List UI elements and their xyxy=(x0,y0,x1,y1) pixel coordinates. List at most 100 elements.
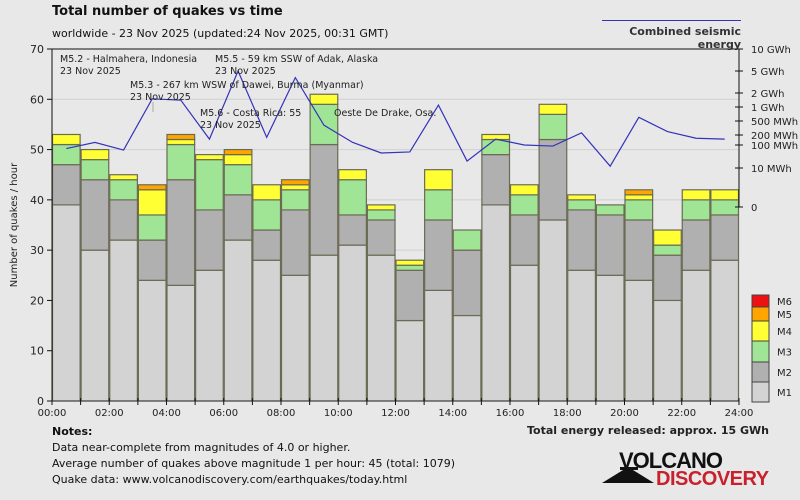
bar-segment-m2 xyxy=(109,199,138,241)
bar-segment-m4 xyxy=(624,194,654,201)
y-tick-label: 50 xyxy=(30,144,44,157)
bar-segment-m5 xyxy=(223,148,253,156)
x-tick-label: 04:00 xyxy=(152,408,181,419)
bar-segment-m1 xyxy=(395,319,425,402)
energy-tick-label: 0 xyxy=(751,203,757,214)
legend-label-m4: M4 xyxy=(777,327,792,338)
annotation-label: Oeste De Drake, Osa. xyxy=(334,108,436,119)
energy-tick-label: 2 GWh xyxy=(751,89,785,100)
chart-subtitle: worldwide - 23 Nov 2025 (updated:24 Nov … xyxy=(52,27,389,40)
energy-tick-label: 10 MWh xyxy=(751,164,792,175)
bar-segment-m5 xyxy=(280,179,310,186)
bar-segment-m2 xyxy=(710,214,740,261)
bar-segment-m4 xyxy=(710,189,740,201)
x-tick-label: 14:00 xyxy=(438,408,467,419)
bar-segment-m3 xyxy=(137,214,167,241)
energy-tick-label: 10 GWh xyxy=(751,45,791,56)
annotation-date: 23 Nov 2025 xyxy=(200,120,261,131)
bar-segment-m3 xyxy=(653,244,682,256)
energy-tick-label: 200 MWh xyxy=(751,131,798,142)
bar-segment-m2 xyxy=(452,249,482,317)
bar-segment-m4 xyxy=(166,138,196,146)
annotation-date: 23 Nov 2025 xyxy=(215,66,276,77)
bar-segment-m4 xyxy=(137,189,167,216)
bar-segment-m2 xyxy=(51,164,81,206)
bar-segment-m1 xyxy=(309,254,339,402)
x-tick-label: 12:00 xyxy=(381,408,410,419)
bar-segment-m1 xyxy=(137,279,167,402)
notes-line: Quake data: www.volcanodiscovery.com/ear… xyxy=(52,473,408,486)
volcanodiscovery-logo[interactable]: VOLCANO DISCOVERY xyxy=(586,448,769,490)
bar-segment-m3 xyxy=(252,199,282,231)
bar-segment-m3 xyxy=(710,199,740,216)
legend-label-m6: M6 xyxy=(777,297,792,308)
bar-segment-m1 xyxy=(595,274,625,402)
x-tick-label: 00:00 xyxy=(38,408,67,419)
bar-segment-m1 xyxy=(252,259,282,402)
bar-segment-m3 xyxy=(366,209,396,221)
bar-segment-m1 xyxy=(681,269,711,402)
bar-segment-m3 xyxy=(109,179,138,201)
bar-segment-m3 xyxy=(280,189,310,211)
bar-segment-m4 xyxy=(309,93,339,105)
bar-segment-m1 xyxy=(51,204,81,402)
energy-tick-label: 100 MWh xyxy=(751,141,798,152)
volcano-icon xyxy=(602,467,654,483)
bar-segment-m4 xyxy=(366,204,396,211)
bar-segment-m1 xyxy=(195,269,224,402)
bar-segment-m3 xyxy=(595,204,625,216)
bar-segment-m3 xyxy=(338,179,367,216)
annotation-date: 23 Nov 2025 xyxy=(60,66,121,77)
bar-segment-m1 xyxy=(166,284,196,402)
bar-segment-m4 xyxy=(653,229,682,246)
bar-segment-m4 xyxy=(51,133,81,146)
energy-legend-label: Combined seismic energy xyxy=(629,25,741,51)
bar-segment-m2 xyxy=(509,214,539,266)
bar-segment-m1 xyxy=(452,314,482,402)
bar-segment-m1 xyxy=(80,249,110,402)
bar-segment-m2 xyxy=(223,194,253,241)
bar-segment-m1 xyxy=(109,239,138,402)
notes-line: Average number of quakes above magnitude… xyxy=(52,457,455,470)
x-tick-label: 18:00 xyxy=(553,408,582,419)
bar-segment-m5 xyxy=(166,133,196,141)
bar-segment-m2 xyxy=(309,143,339,256)
legend-swatch-m4 xyxy=(751,320,770,342)
bar-segment-m4 xyxy=(80,148,110,161)
bar-segment-m5 xyxy=(137,184,167,191)
legend-swatch-m5 xyxy=(751,306,770,322)
bar-segment-m3 xyxy=(681,199,711,221)
bar-segment-m3 xyxy=(624,199,654,221)
legend-swatch-m2 xyxy=(751,361,770,383)
energy-tick-label: 1 GWh xyxy=(751,103,785,114)
legend-swatch-m1 xyxy=(751,381,770,403)
bar-segment-m2 xyxy=(624,219,654,281)
legend-label-m3: M3 xyxy=(777,348,792,359)
x-tick-label: 02:00 xyxy=(95,408,124,419)
notes: Notes: Data near-complete from magnitude… xyxy=(52,424,455,488)
bar-segment-m3 xyxy=(51,143,81,166)
bar-segment-m1 xyxy=(567,269,596,402)
annotation-label: M5.5 - 59 km SSW of Adak, Alaska xyxy=(215,54,378,65)
bar-segment-m1 xyxy=(366,254,396,402)
legend-label-m5: M5 xyxy=(777,310,792,321)
x-tick-label: 16:00 xyxy=(496,408,525,419)
bar-segment-m1 xyxy=(424,289,453,402)
energy-legend-line xyxy=(602,20,741,21)
bar-segment-m4 xyxy=(395,259,425,266)
y-tick-label: 20 xyxy=(30,294,44,307)
energy-total: Total energy released: approx. 15 GWh xyxy=(527,424,769,437)
y-tick-label: 60 xyxy=(30,93,44,106)
bar-segment-m3 xyxy=(166,143,196,181)
bar-segment-m4 xyxy=(538,103,568,115)
bar-segment-m3 xyxy=(509,194,539,216)
bar-segment-m2 xyxy=(366,219,396,256)
legend-label-m2: M2 xyxy=(777,368,792,379)
bar-segment-m2 xyxy=(595,214,625,276)
bar-segment-m2 xyxy=(80,179,110,251)
bar-segment-m4 xyxy=(424,169,453,191)
bar-segment-m4 xyxy=(252,184,282,201)
bar-segment-m4 xyxy=(338,169,367,181)
bar-segment-m3 xyxy=(223,164,253,196)
